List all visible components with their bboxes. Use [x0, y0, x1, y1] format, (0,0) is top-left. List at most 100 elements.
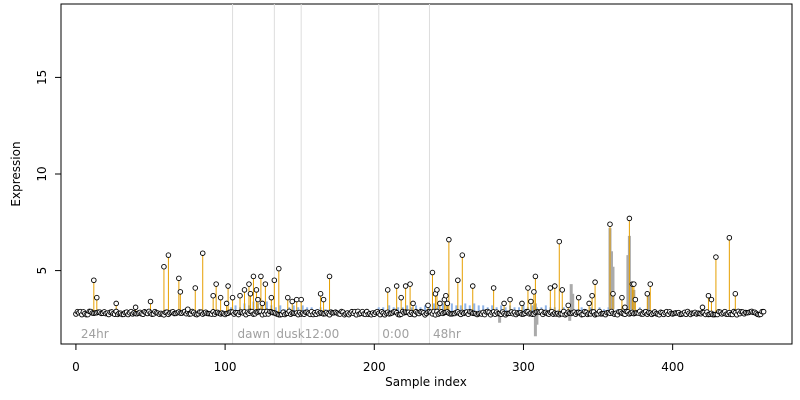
peak-point	[525, 285, 531, 291]
segments-layer	[93, 218, 736, 337]
peak-point	[276, 265, 282, 272]
peak-point	[556, 238, 563, 245]
peak-point	[285, 294, 291, 301]
peak-point	[225, 283, 231, 289]
peak-point	[289, 298, 295, 305]
peak-point	[732, 291, 739, 297]
peak-point	[607, 221, 613, 227]
peak-point	[455, 277, 461, 284]
period-label: 48hr	[433, 327, 461, 341]
peak-point	[589, 292, 595, 299]
peak-point	[446, 236, 452, 243]
peak-point	[619, 294, 625, 301]
peak-point	[384, 287, 391, 293]
peak-point	[250, 273, 257, 280]
peak-point	[528, 298, 534, 305]
peak-point	[176, 275, 182, 282]
peak-point	[223, 300, 230, 307]
peak-point	[185, 306, 191, 312]
peak-point	[293, 296, 300, 303]
peak-point	[705, 292, 712, 299]
peak-point	[713, 254, 719, 260]
peak-point	[91, 277, 97, 284]
peak-point	[552, 283, 558, 289]
peak-point	[622, 304, 628, 311]
sample-point	[760, 308, 767, 315]
peak-point	[592, 279, 598, 285]
peak-point	[444, 300, 451, 307]
peak-point	[429, 269, 436, 276]
peak-point	[443, 292, 449, 299]
peak-point	[519, 300, 525, 307]
y-tick-label: 5	[35, 267, 49, 275]
peak-point	[631, 281, 637, 287]
x-tick-label: 300	[512, 360, 535, 374]
period-labels-layer: 24hr dawn dusk 12:00 0:00 48hr	[81, 327, 461, 341]
peak-point	[559, 287, 566, 293]
period-label: 12:00	[305, 327, 340, 341]
peak-point	[425, 302, 431, 309]
peak-point	[298, 296, 304, 303]
peak-point	[262, 281, 269, 287]
peak-point	[258, 273, 264, 280]
x-tick-label: 400	[661, 360, 684, 374]
peak-point	[255, 296, 261, 303]
peak-point	[407, 281, 413, 287]
x-axis: 0 100 200 300 400	[72, 343, 684, 374]
x-tick-label: 0	[72, 360, 80, 374]
peak-point	[271, 277, 278, 284]
peak-point	[253, 287, 260, 293]
peak-point	[610, 291, 616, 297]
peak-point	[246, 281, 252, 287]
peak-point	[469, 283, 476, 289]
points-layer	[73, 215, 767, 318]
peak-point	[113, 300, 119, 307]
peak-point	[237, 292, 243, 299]
peak-point	[199, 250, 206, 256]
peak-point	[626, 215, 633, 222]
period-label: dawn	[238, 327, 270, 341]
y-tick-label: 10	[35, 166, 49, 181]
peak-point	[247, 291, 254, 297]
peak-point	[132, 304, 139, 311]
peak-point	[320, 296, 327, 303]
peak-point	[402, 283, 409, 289]
peak-point	[165, 252, 172, 258]
peak-point	[326, 273, 333, 280]
plot-frame	[60, 3, 793, 345]
peak-point	[437, 300, 443, 307]
y-tick-label: 15	[35, 70, 49, 85]
peak-point	[217, 294, 224, 301]
peak-point	[213, 281, 219, 287]
peak-point	[459, 252, 466, 258]
peak-point	[507, 296, 513, 303]
peak-point	[708, 296, 715, 303]
peak-point	[644, 291, 651, 297]
period-label: dusk	[276, 327, 304, 341]
peak-point	[147, 298, 154, 305]
peak-point	[94, 294, 100, 301]
peak-point	[393, 283, 400, 289]
peak-point	[647, 281, 654, 287]
period-lines-layer	[232, 4, 430, 344]
peak-point	[565, 302, 571, 309]
peak-point	[161, 263, 167, 270]
x-axis-title: Sample index	[385, 375, 467, 389]
peak-point	[490, 285, 497, 291]
period-label: 0:00	[382, 327, 409, 341]
peak-point	[532, 273, 539, 280]
peak-point	[410, 300, 416, 307]
peak-point	[726, 234, 733, 241]
peak-point	[177, 289, 184, 295]
peak-point	[575, 294, 582, 301]
peak-point	[241, 287, 248, 293]
x-tick-label: 100	[214, 360, 237, 374]
peak-point	[699, 304, 706, 311]
peak-point	[586, 300, 592, 307]
peak-point	[547, 285, 554, 291]
peak-point	[317, 291, 324, 297]
y-axis-title: Expression	[9, 141, 23, 206]
peak-point	[632, 296, 639, 303]
peak-point	[259, 300, 266, 307]
peak-point	[192, 285, 199, 291]
